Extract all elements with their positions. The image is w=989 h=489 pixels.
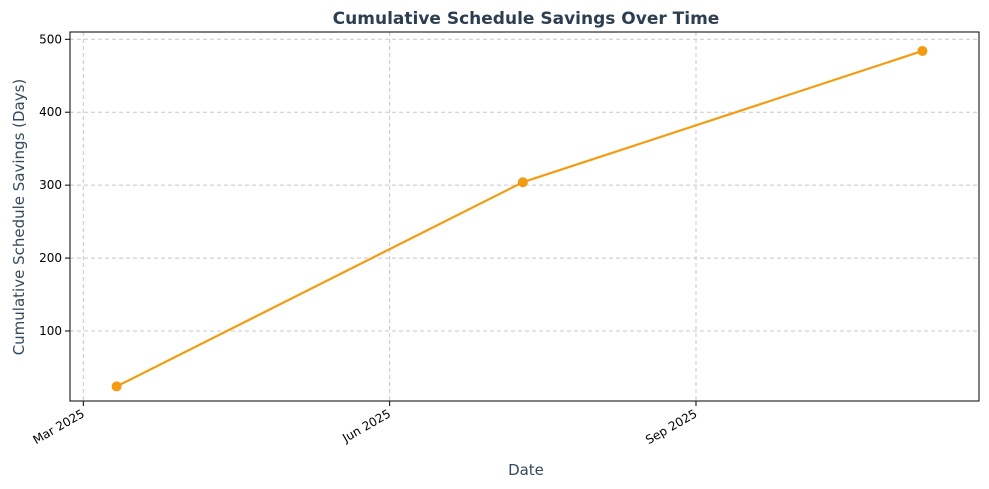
x-tick-label: Sep 2025: [643, 406, 699, 447]
x-tick-label: Mar 2025: [30, 406, 86, 447]
y-axis: 100 200 300 400 500: [39, 32, 70, 338]
y-tick-label: 200: [39, 251, 62, 265]
plot-frame: [69, 31, 980, 402]
grid: [70, 32, 979, 401]
x-axis-label: Date: [508, 461, 544, 479]
y-tick-label: 400: [39, 105, 62, 119]
y-tick-label: 300: [39, 178, 62, 192]
data-point: [517, 177, 528, 188]
series-layer: [111, 45, 928, 392]
y-tick-label: 500: [39, 32, 62, 46]
y-tick-label: 100: [39, 324, 62, 338]
data-point: [917, 45, 928, 56]
chart-title: Cumulative Schedule Savings Over Time: [333, 9, 720, 29]
y-axis-label: Cumulative Schedule Savings (Days): [10, 79, 28, 356]
x-axis: Mar 2025 Jun 2025 Sep 2025: [30, 401, 699, 447]
x-tick-label: Jun 2025: [339, 406, 393, 445]
data-point: [111, 381, 122, 392]
series-line: [115, 49, 924, 388]
